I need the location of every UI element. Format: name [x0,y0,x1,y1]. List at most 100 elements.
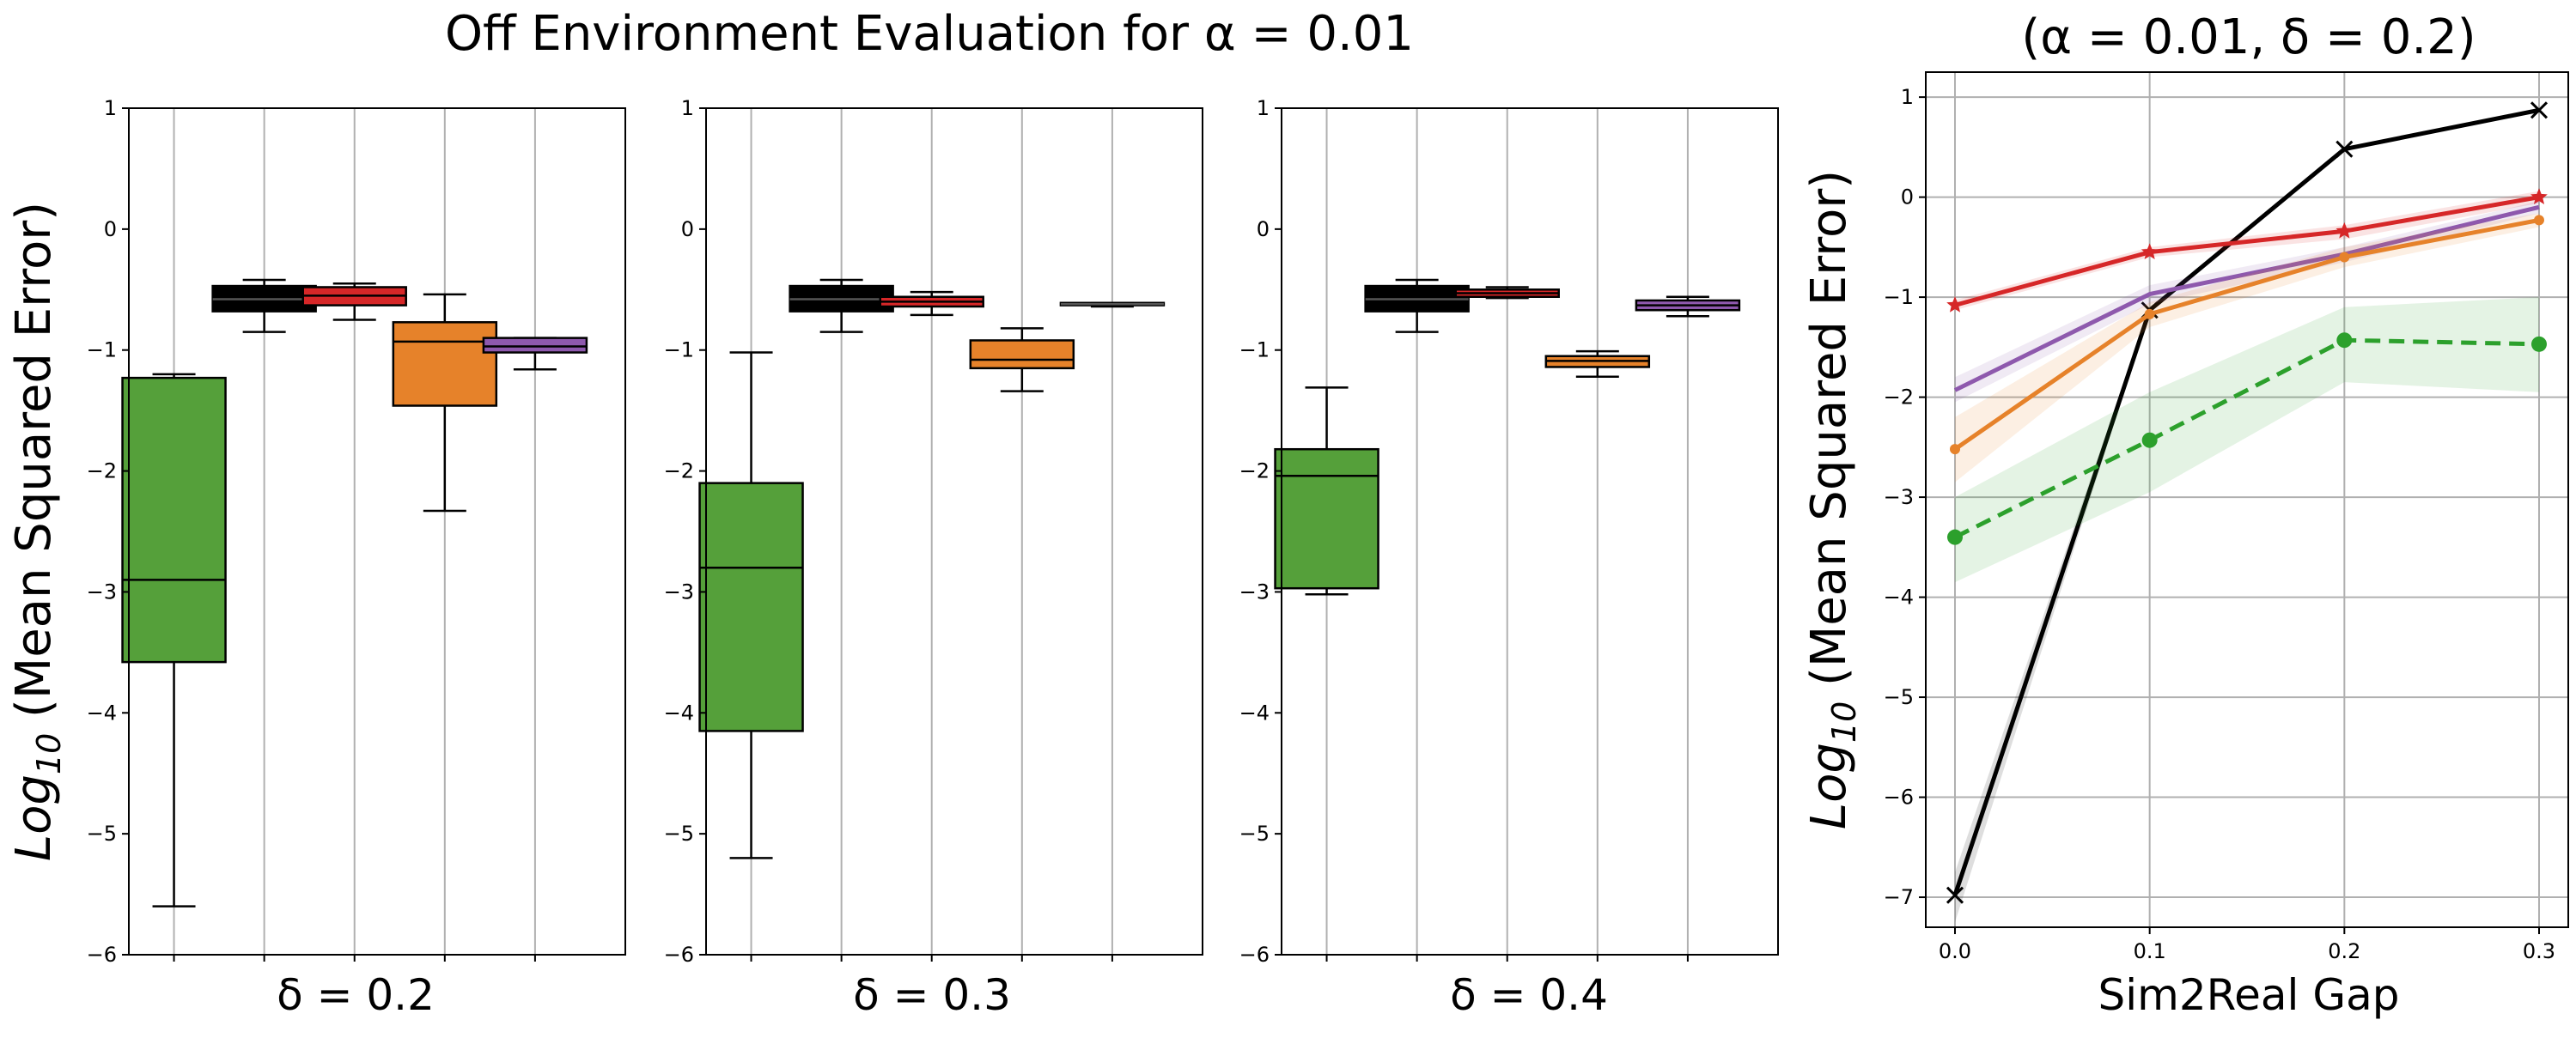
box-panel-3: δ = 0.4 [1450,970,1608,1020]
data-point [2141,243,2159,260]
y-tick-label: −1 [1239,338,1270,362]
data-point [2335,222,2354,239]
y-tick-label: −6 [1884,786,1914,810]
y-tick-label: −1 [87,338,117,362]
axes-frame [128,107,626,956]
box-4 [969,327,1075,392]
x-tick-label: 0.2 [2328,939,2360,963]
y-tick-label: −4 [87,701,117,725]
y-tick-label: −5 [1239,822,1270,846]
y-tick-label: −1 [1884,285,1914,309]
data-point [2534,215,2544,226]
box-4 [392,293,498,513]
y-tick-label: −6 [87,943,117,967]
y-tick-label: −4 [1239,701,1270,725]
y-tick-label: −3 [87,580,117,604]
series-2 [1946,188,2548,313]
box-2 [1364,278,1470,333]
series-line [1953,204,2540,392]
series-5 [1947,297,2547,583]
box-body [392,321,498,407]
y-tick-label: 1 [1257,96,1270,120]
box-panel-2: δ = 0.3 [853,970,1011,1020]
line-panel-title: (α = 0.01, δ = 0.2) [2021,9,2476,65]
data-point [2144,308,2155,319]
y-tick-label: −5 [87,822,117,846]
y-tick-label: −6 [664,943,694,967]
box-panel-2-marks: 1 0 −1 −2 −3 −4 −5 −6 [664,96,1203,967]
box-3 [1454,286,1560,300]
suptitle: Off Environment Evaluation for α = 0.01 [445,6,1414,62]
box-5 [1059,301,1166,308]
box-5 [1635,295,1741,318]
x-tick-label: 0.0 [1939,939,1971,963]
y-tick-label: 0 [681,217,694,241]
y-tick-label: −5 [1884,685,1914,709]
box-panel-1: δ = 0.2 [277,970,435,1020]
box-panel-3-marks: 1 0 −1 −2 −3 −4 −5 −6 [1239,96,1779,967]
data-point [2339,252,2350,263]
y-tick-label: −3 [664,580,694,604]
box-body [698,482,804,732]
y-tick-label: −2 [664,459,694,483]
y-tick-label: 1 [681,96,694,120]
box-panel-1-ylabel: Log10 (Mean Squared Error) [6,202,68,861]
axes-frame [1925,71,2569,928]
data-point [2530,188,2548,204]
y-tick-label: −2 [87,459,117,483]
series-1 [1946,101,2549,923]
y-tick-label: 1 [1901,85,1914,109]
line-panel-marks: 0.0 0.1 0.2 0.3 1 0 −1 −2 −3 −4 −5 −6 −7 [1884,71,2569,963]
y-tick-label: −5 [664,822,694,846]
y-tick-label: 0 [1901,185,1914,209]
line-panel-xlabel: Sim2Real Gap [2098,970,2400,1020]
box-panel-3-xlabel: δ = 0.4 [1450,970,1608,1020]
data-point [2336,332,2353,349]
data-point [1946,296,1964,313]
box-5 [482,337,588,371]
y-tick-label: 1 [104,96,117,120]
box-3 [879,290,984,317]
box-body [969,339,1075,370]
series-3 [1953,201,2540,403]
y-tick-label: −1 [664,338,694,362]
x-tick-label: 0.1 [2134,939,2166,963]
box-panel-1-xlabel: δ = 0.2 [277,970,435,1020]
series-line [1952,107,2540,896]
box-2 [789,278,894,333]
y-tick-label: 0 [104,217,117,241]
data-point [2141,432,2158,448]
box-1 [1274,386,1379,596]
box-body [482,337,588,354]
box-1 [121,373,227,907]
box-4 [1544,349,1651,378]
data-point [1950,444,1960,455]
data-point [2335,140,2354,158]
box-panel-1-marks: 1 0 −1 −2 −3 −4 −5 −6 [87,96,626,967]
y-tick-label: −6 [1239,943,1270,967]
confidence-band [1955,297,2539,583]
series-4 [1950,213,2544,483]
box-3 [301,282,407,321]
y-tick-label: −3 [1239,580,1270,604]
y-tick-label: −7 [1884,885,1914,909]
series-line [1953,337,2540,539]
axes-frame [705,107,1203,956]
line-panel: (α = 0.01, δ = 0.2) Sim2Real Gap [2021,9,2476,1020]
line-panel-ylabel: Log10 (Mean Squared Error) [1801,170,1863,829]
y-tick-label: −4 [664,701,694,725]
y-tick-label: −2 [1239,459,1270,483]
box-panel-2-xlabel: δ = 0.3 [853,970,1011,1020]
axes-frame [1281,107,1779,956]
box-1 [698,351,804,859]
box-2 [211,278,317,333]
y-tick-label: −3 [1884,485,1914,509]
y-tick-label: 0 [1257,217,1270,241]
data-point [2530,101,2549,119]
series-line [1953,217,2540,452]
box-body [121,376,227,664]
data-point [1947,529,1963,545]
y-tick-label: −4 [1884,586,1914,610]
series-line [1954,195,2540,307]
